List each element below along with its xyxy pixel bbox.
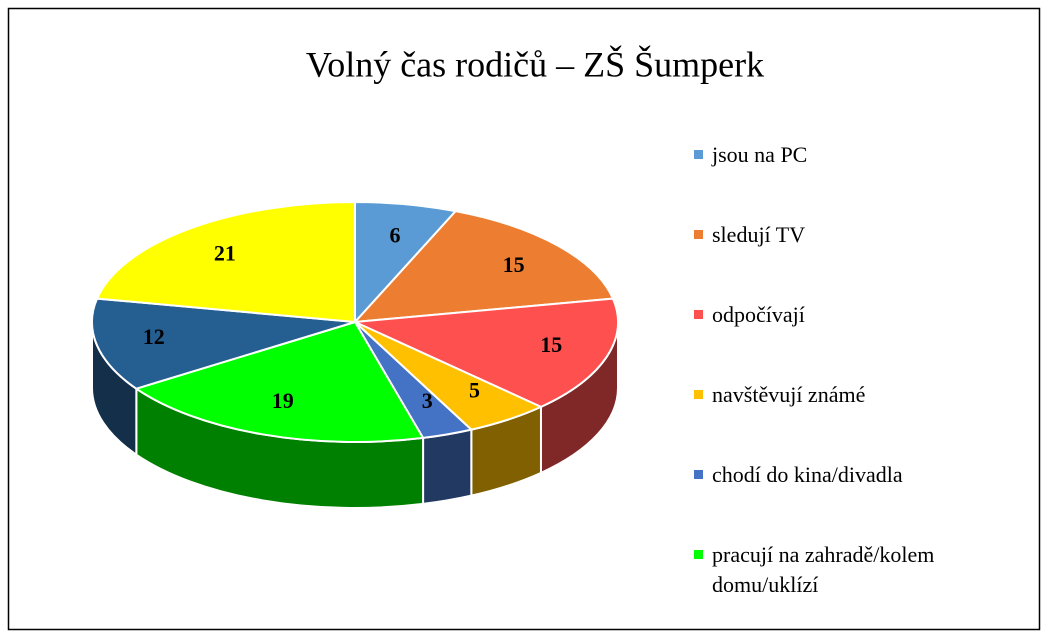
legend-label: odpočívají	[712, 302, 805, 327]
pie-slice	[91, 297, 356, 390]
data-label: 15	[503, 252, 525, 277]
legend-label: pracují na zahradě/kolem domu/uklízí	[712, 542, 935, 597]
pie-tops	[91, 200, 619, 443]
pie-slice	[95, 200, 356, 324]
pie-slice	[352, 210, 615, 324]
legend-entry: navštěvují známé	[694, 380, 1042, 410]
pie-slice	[351, 297, 619, 408]
legend-swatch	[694, 470, 703, 479]
pie-sides	[91, 321, 619, 509]
legend-entry: pracují na zahradě/kolem domu/uklízí	[694, 540, 1042, 600]
data-label: 5	[469, 377, 480, 402]
pie-slice	[134, 320, 425, 443]
legend-label: chodí do kina/divadla	[712, 462, 903, 487]
chart-title: Volný čas rodičů – ZŠ Šumperk	[306, 44, 764, 84]
data-label: 6	[390, 222, 401, 247]
legend-swatch	[694, 310, 703, 319]
legend-label: jsou na PC	[712, 142, 808, 167]
data-label: 21	[214, 240, 236, 265]
legend-entry: odpočívají	[694, 300, 1042, 330]
legend-swatch	[694, 150, 703, 159]
pie-side	[422, 428, 473, 506]
data-label: 3	[422, 388, 433, 413]
legend-swatch	[694, 390, 703, 399]
legend-swatch	[694, 230, 703, 239]
legend-entry: chodí do kina/divadla	[694, 460, 1042, 490]
data-label: 12	[143, 324, 165, 349]
legend-entry: jsou na PC	[694, 140, 1042, 170]
data-label: 15	[540, 332, 562, 357]
legend-swatch	[694, 550, 703, 559]
legend-label: sledují TV	[712, 222, 806, 247]
data-label: 19	[272, 388, 294, 413]
data-labels: 6 15 15 5 3 19 12 21	[143, 222, 563, 413]
legend-label: navštěvují známé	[712, 382, 866, 407]
legend-entry: sledují TV	[694, 220, 1042, 250]
